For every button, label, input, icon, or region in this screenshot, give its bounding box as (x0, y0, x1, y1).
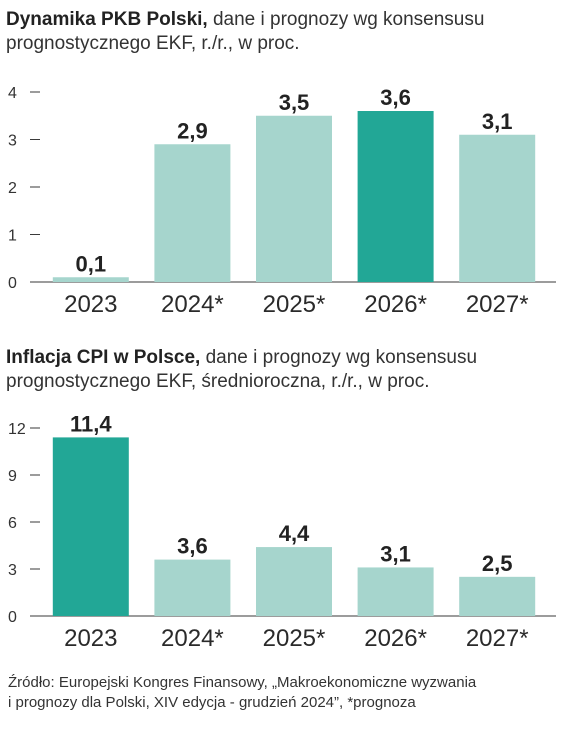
chart2-ytick-label: 3 (8, 562, 17, 579)
chart1-category-label: 2024* (161, 291, 224, 318)
chart1-ytick-label: 3 (8, 133, 17, 150)
chart2-category-label: 2023 (64, 625, 117, 652)
chart1-value-label: 3,6 (380, 85, 411, 110)
chart2-bar (357, 567, 434, 616)
chart1-value-label: 2,9 (177, 118, 208, 143)
chart2-bar (52, 437, 129, 616)
chart2-subtitle: dane i prognozy wg konsensusu prognostyc… (6, 347, 478, 392)
chart2-bar (256, 547, 332, 616)
chart2-bar (154, 559, 231, 616)
chart1-title-bold: Dynamika PKB Polski, (6, 9, 208, 30)
cpi-bar-chart: 0 3 6 9 12 11,4 2023 3,6 2024* 4,4 2025* 3,1 2026* 2,… (8, 411, 556, 652)
chart2-category-label: 2026* (364, 625, 427, 652)
source-line-1: Źródło: Europejski Kongres Finansowy, „M… (8, 674, 477, 691)
chart2-ytick-label: 9 (8, 468, 17, 485)
chart1-bar (357, 111, 434, 282)
chart1-bar (52, 277, 129, 282)
gdp-bar-chart: 0 1 2 3 4 0,1 2023 2,9 2024* 3,5 2025* 3,6 2026* 3,1 2… (8, 85, 556, 318)
chart1-category-label: 2023 (64, 291, 117, 318)
chart1-value-label: 3,5 (279, 90, 310, 115)
chart2-ytick-label: 6 (8, 515, 17, 532)
source-line-2: i prognozy dla Polski, XIV edycja - grud… (8, 694, 416, 711)
chart2-category-label: 2024* (161, 625, 224, 652)
chart1-title: Dynamika PKB Polski, dane i prognozy wg … (6, 8, 558, 56)
chart1-value-label: 0,1 (76, 251, 107, 276)
chart2-title: Inflacja CPI w Polsce, dane i prognozy w… (6, 346, 558, 394)
chart1-bar (256, 115, 332, 282)
chart2-title-bold: Inflacja CPI w Polsce, (6, 347, 201, 368)
chart2-ytick-label: 0 (8, 609, 17, 626)
chart2-category-label: 2025* (263, 625, 326, 652)
chart1-subtitle: dane i prognozy wg konsensusu prognostyc… (6, 9, 485, 54)
chart2-ytick-label: 12 (8, 421, 26, 438)
chart1-bar (154, 144, 231, 282)
chart2-value-label: 2,5 (482, 551, 513, 576)
chart1-ytick-label: 0 (8, 275, 17, 292)
chart2-value-label: 3,6 (177, 534, 208, 559)
source-note: Źródło: Europejski Kongres Finansowy, „M… (8, 673, 558, 713)
chart2-value-label: 11,4 (70, 411, 112, 436)
chart1-bar (459, 134, 536, 282)
chart2-value-label: 3,1 (380, 541, 411, 566)
chart1-category-label: 2027* (466, 291, 529, 318)
chart2-category-label: 2027* (466, 625, 529, 652)
chart1-category-label: 2026* (364, 291, 427, 318)
chart2-value-label: 4,4 (279, 521, 310, 546)
chart1-ytick-label: 4 (8, 85, 17, 102)
chart1-ytick-label: 2 (8, 180, 17, 197)
chart1-value-label: 3,1 (482, 109, 513, 134)
chart2-bar (459, 576, 536, 616)
chart1-ytick-label: 1 (8, 228, 17, 245)
chart1-category-label: 2025* (263, 291, 326, 318)
